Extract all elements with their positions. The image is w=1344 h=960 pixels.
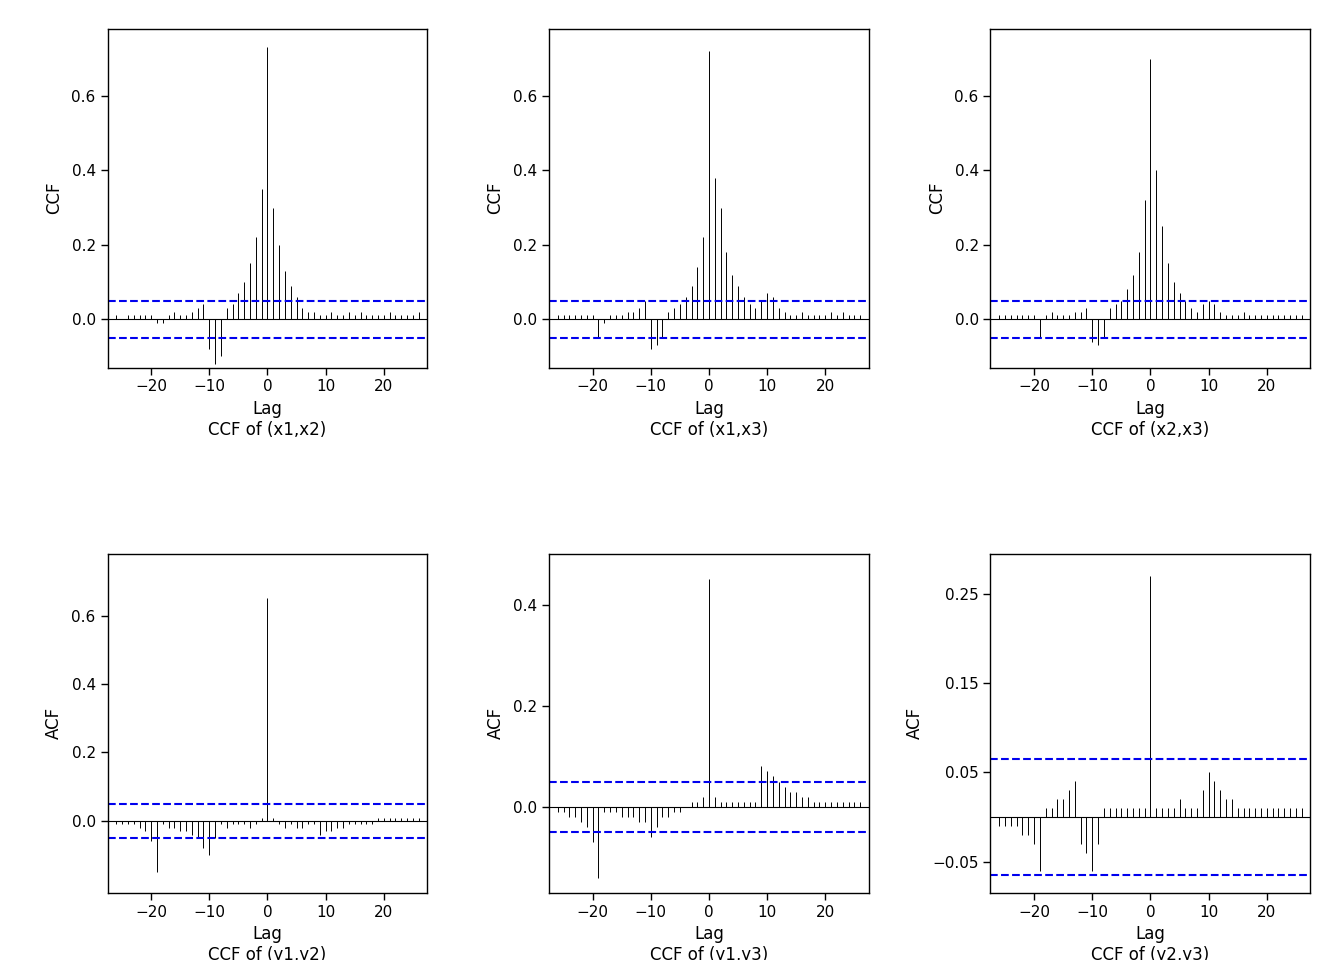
Y-axis label: ACF: ACF	[487, 708, 505, 739]
X-axis label: Lag
CCF of (y1,y3): Lag CCF of (y1,y3)	[650, 925, 767, 960]
Y-axis label: CCF: CCF	[46, 182, 63, 214]
X-axis label: Lag
CCF of (x2,x3): Lag CCF of (x2,x3)	[1091, 400, 1210, 439]
Y-axis label: ACF: ACF	[906, 708, 923, 739]
X-axis label: Lag
CCF of (y2,y3): Lag CCF of (y2,y3)	[1091, 925, 1210, 960]
Y-axis label: CCF: CCF	[929, 182, 946, 214]
X-axis label: Lag
CCF of (x1,x3): Lag CCF of (x1,x3)	[650, 400, 767, 439]
X-axis label: Lag
CCF of (x1,x2): Lag CCF of (x1,x2)	[208, 400, 327, 439]
Y-axis label: CCF: CCF	[487, 182, 504, 214]
X-axis label: Lag
CCF of (y1,y2): Lag CCF of (y1,y2)	[208, 925, 327, 960]
Y-axis label: ACF: ACF	[46, 708, 63, 739]
